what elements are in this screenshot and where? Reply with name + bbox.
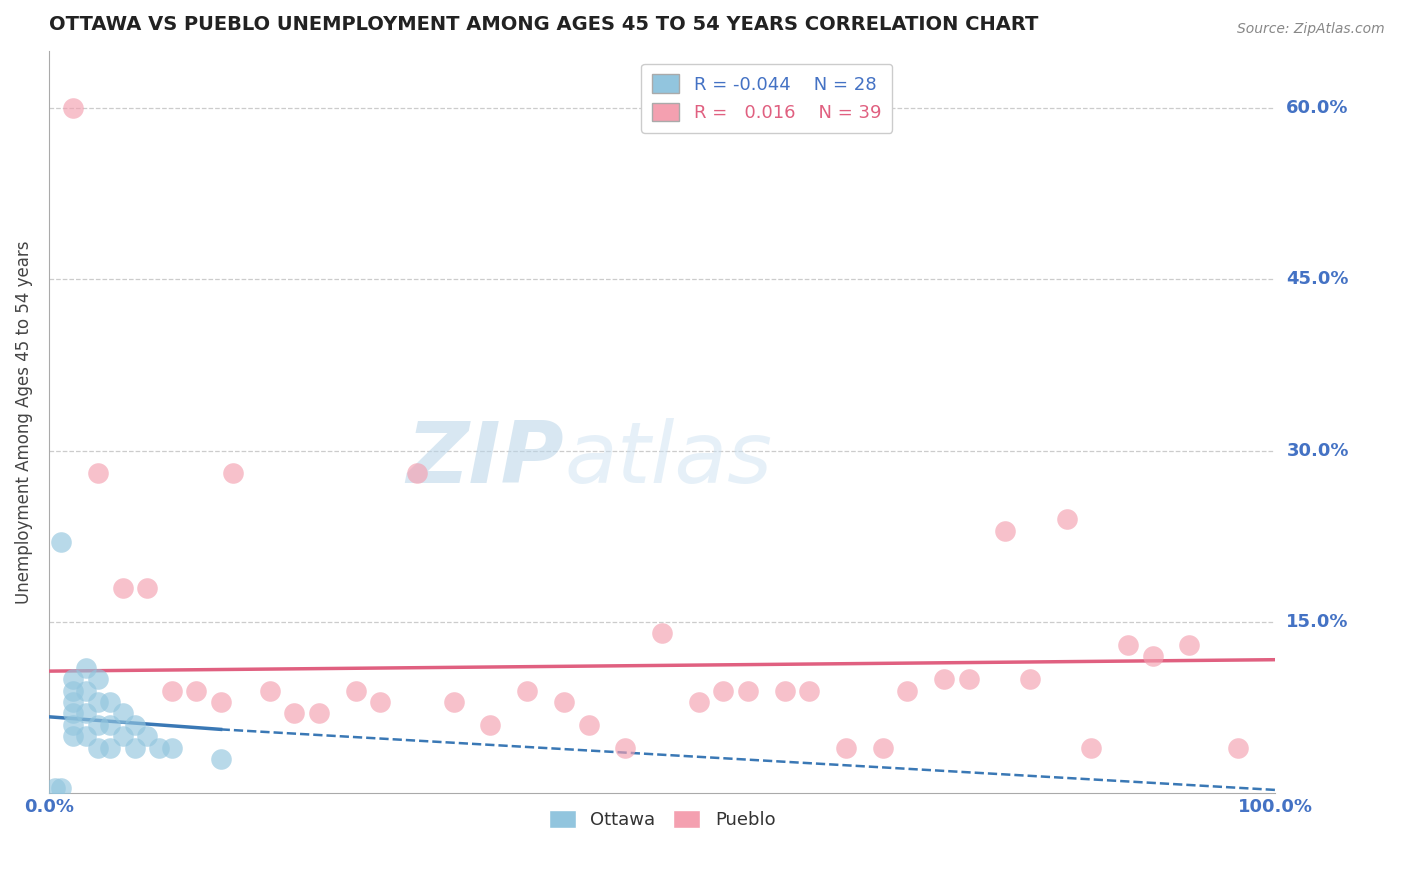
Point	[553, 695, 575, 709]
Point	[124, 718, 146, 732]
Point	[87, 467, 110, 481]
Point	[344, 683, 367, 698]
Point	[479, 718, 502, 732]
Point	[368, 695, 391, 709]
Point	[98, 695, 121, 709]
Point	[443, 695, 465, 709]
Point	[62, 718, 84, 732]
Text: 15.0%: 15.0%	[1286, 613, 1348, 631]
Point	[62, 695, 84, 709]
Text: OTTAWA VS PUEBLO UNEMPLOYMENT AMONG AGES 45 TO 54 YEARS CORRELATION CHART: OTTAWA VS PUEBLO UNEMPLOYMENT AMONG AGES…	[49, 15, 1039, 34]
Point	[98, 718, 121, 732]
Legend: Ottawa, Pueblo: Ottawa, Pueblo	[541, 803, 783, 837]
Point	[87, 718, 110, 732]
Point	[87, 695, 110, 709]
Point	[308, 706, 330, 721]
Text: 60.0%: 60.0%	[1286, 99, 1348, 117]
Point	[896, 683, 918, 698]
Point	[994, 524, 1017, 538]
Point	[713, 683, 735, 698]
Point	[209, 695, 232, 709]
Point	[75, 683, 97, 698]
Point	[62, 729, 84, 743]
Text: 45.0%: 45.0%	[1286, 270, 1348, 288]
Point	[148, 740, 170, 755]
Point	[222, 467, 245, 481]
Point	[87, 672, 110, 686]
Point	[62, 683, 84, 698]
Point	[62, 706, 84, 721]
Point	[111, 706, 134, 721]
Point	[1227, 740, 1250, 755]
Point	[872, 740, 894, 755]
Point	[688, 695, 710, 709]
Point	[651, 626, 673, 640]
Point	[124, 740, 146, 755]
Point	[160, 683, 183, 698]
Point	[111, 581, 134, 595]
Point	[44, 780, 66, 795]
Point	[773, 683, 796, 698]
Text: 30.0%: 30.0%	[1286, 442, 1348, 459]
Point	[75, 729, 97, 743]
Point	[51, 535, 73, 549]
Point	[62, 101, 84, 115]
Point	[1178, 638, 1201, 652]
Point	[75, 706, 97, 721]
Point	[737, 683, 759, 698]
Point	[1019, 672, 1042, 686]
Point	[1056, 512, 1078, 526]
Point	[259, 683, 281, 698]
Point	[283, 706, 305, 721]
Point	[51, 780, 73, 795]
Point	[184, 683, 207, 698]
Point	[835, 740, 858, 755]
Point	[578, 718, 600, 732]
Point	[98, 740, 121, 755]
Point	[136, 581, 159, 595]
Point	[932, 672, 955, 686]
Point	[957, 672, 980, 686]
Point	[87, 740, 110, 755]
Point	[1080, 740, 1102, 755]
Point	[111, 729, 134, 743]
Point	[160, 740, 183, 755]
Point	[62, 672, 84, 686]
Point	[799, 683, 821, 698]
Y-axis label: Unemployment Among Ages 45 to 54 years: Unemployment Among Ages 45 to 54 years	[15, 240, 32, 604]
Point	[1116, 638, 1139, 652]
Point	[516, 683, 538, 698]
Point	[614, 740, 637, 755]
Text: atlas: atlas	[564, 417, 772, 500]
Point	[136, 729, 159, 743]
Text: ZIP: ZIP	[406, 417, 564, 500]
Point	[1142, 649, 1164, 664]
Point	[75, 661, 97, 675]
Text: Source: ZipAtlas.com: Source: ZipAtlas.com	[1237, 22, 1385, 37]
Point	[405, 467, 427, 481]
Point	[209, 752, 232, 766]
